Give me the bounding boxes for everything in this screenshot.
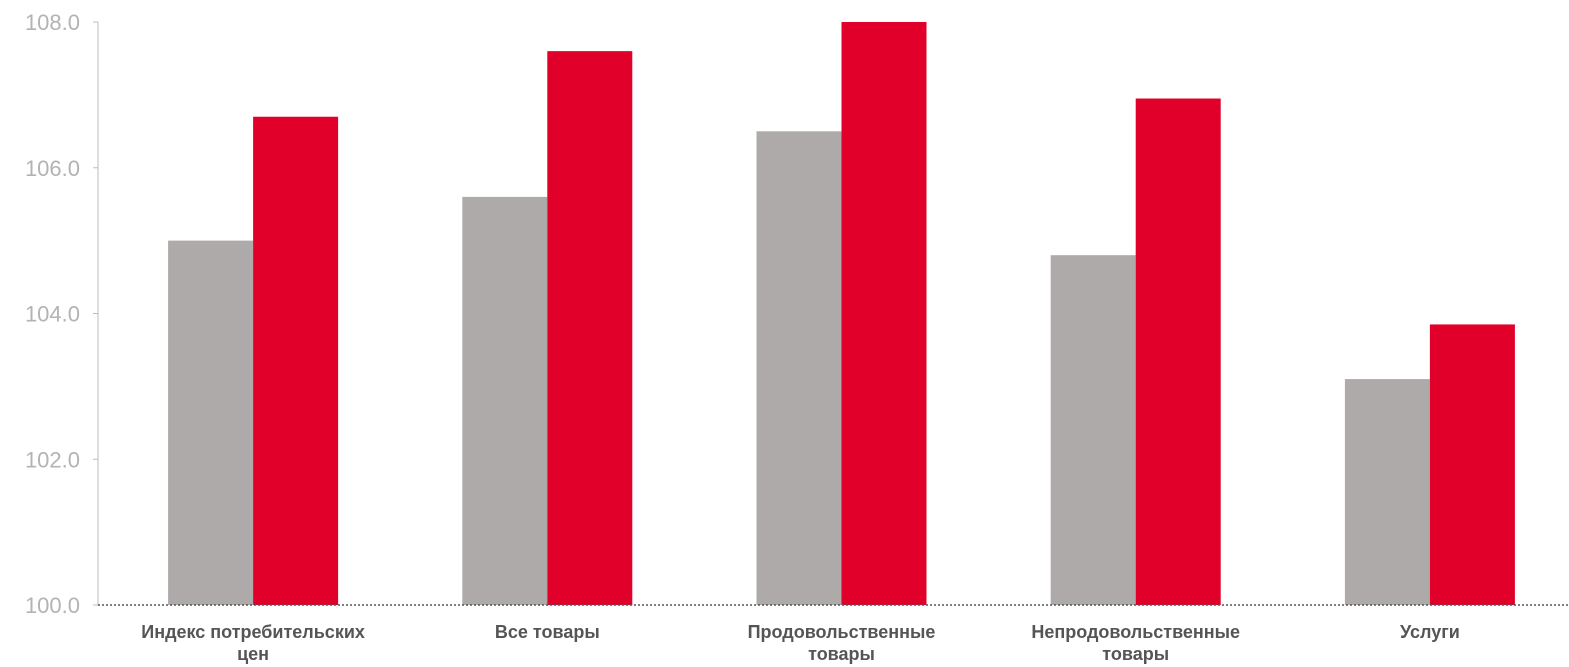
x-category-label-line: цен xyxy=(237,644,269,664)
y-tick-label: 104.0 xyxy=(25,302,80,327)
bars xyxy=(168,22,1515,606)
bar-series-2 xyxy=(253,116,339,606)
x-category-label: Все товары xyxy=(495,622,600,642)
y-tick-label: 108.0 xyxy=(25,10,80,35)
y-tick-label: 100.0 xyxy=(25,593,80,618)
x-category-label-line: товары xyxy=(1102,644,1169,664)
bar-series-1 xyxy=(462,196,548,605)
x-category-label-line: Услуги xyxy=(1400,622,1460,642)
bar-series-1 xyxy=(756,131,842,605)
x-category-label: Непродовольственные товары xyxy=(1031,622,1240,664)
bar-series-2 xyxy=(547,51,633,605)
bar-series-2 xyxy=(1135,98,1221,606)
x-category-label-line: Продовольственные xyxy=(748,622,936,642)
x-category-label-line: Все товары xyxy=(495,622,600,642)
y-axis: 100.0 102.0 104.0 106.0 108.0 xyxy=(25,10,99,618)
bar-series-2 xyxy=(841,22,927,605)
bar-series-1 xyxy=(1050,255,1136,605)
bar-series-1 xyxy=(168,240,254,605)
bar-series-2 xyxy=(1429,324,1515,605)
x-category-label: Услуги xyxy=(1400,622,1460,642)
x-category-label-line: товары xyxy=(808,644,875,664)
y-tick-label: 106.0 xyxy=(25,156,80,181)
y-tick-label: 102.0 xyxy=(25,447,80,472)
x-category-label: Продовольственные товары xyxy=(748,622,936,664)
x-axis: Индекс потребительских цен Все товары Продо… xyxy=(98,604,1569,664)
x-category-label: Индекс потребительских цен xyxy=(141,622,365,664)
x-category-label-line: Непродовольственные xyxy=(1031,622,1240,642)
x-category-label-line: Индекс потребительских xyxy=(141,622,365,642)
bar-series-1 xyxy=(1344,379,1430,605)
